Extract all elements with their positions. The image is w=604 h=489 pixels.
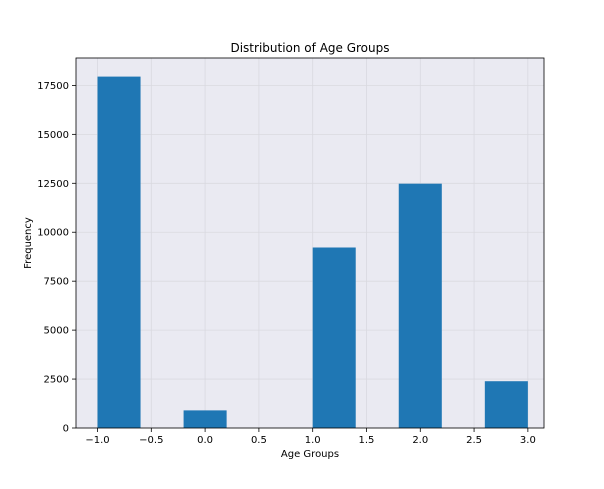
plot-frame (75, 57, 545, 429)
y-tick-label: 15000 (37, 130, 69, 141)
y-tick-label: 5000 (44, 326, 69, 337)
histogram-bar (183, 410, 227, 428)
x-tick-label: 1.5 (359, 435, 375, 446)
histogram-bar (398, 183, 442, 428)
x-axis-ticks: −1.0 −0.5 0.0 0.5 1.0 1.5 2.0 2.5 3.0 (85, 428, 536, 446)
x-tick-label: 0.5 (251, 435, 267, 446)
x-tick-label: 3.0 (520, 435, 536, 446)
x-tick-label: −0.5 (139, 435, 163, 446)
x-axis-label: Age Groups (281, 449, 339, 460)
plot-area (76, 58, 544, 428)
x-tick-label: 0.0 (197, 435, 213, 446)
y-axis-label: Frequency (23, 217, 34, 269)
x-tick-label: −1.0 (85, 435, 109, 446)
y-tick-label: 0 (63, 424, 69, 435)
x-tick-label: 2.0 (412, 435, 428, 446)
histogram-bar (484, 381, 528, 428)
y-tick-label: 17500 (37, 81, 69, 92)
bars (97, 76, 528, 428)
x-tick-label: 1.0 (305, 435, 321, 446)
histogram-bar (312, 247, 356, 428)
y-tick-label: 10000 (37, 228, 69, 239)
y-tick-label: 7500 (44, 277, 69, 288)
x-tick-label: 2.5 (466, 435, 482, 446)
histogram-bar (97, 76, 141, 428)
chart-title: Distribution of Age Groups (230, 41, 389, 55)
y-tick-label: 12500 (37, 179, 69, 190)
y-tick-label: 2500 (44, 375, 69, 386)
y-axis-ticks: 0 2500 5000 7500 10000 12500 15000 17500 (37, 81, 76, 435)
